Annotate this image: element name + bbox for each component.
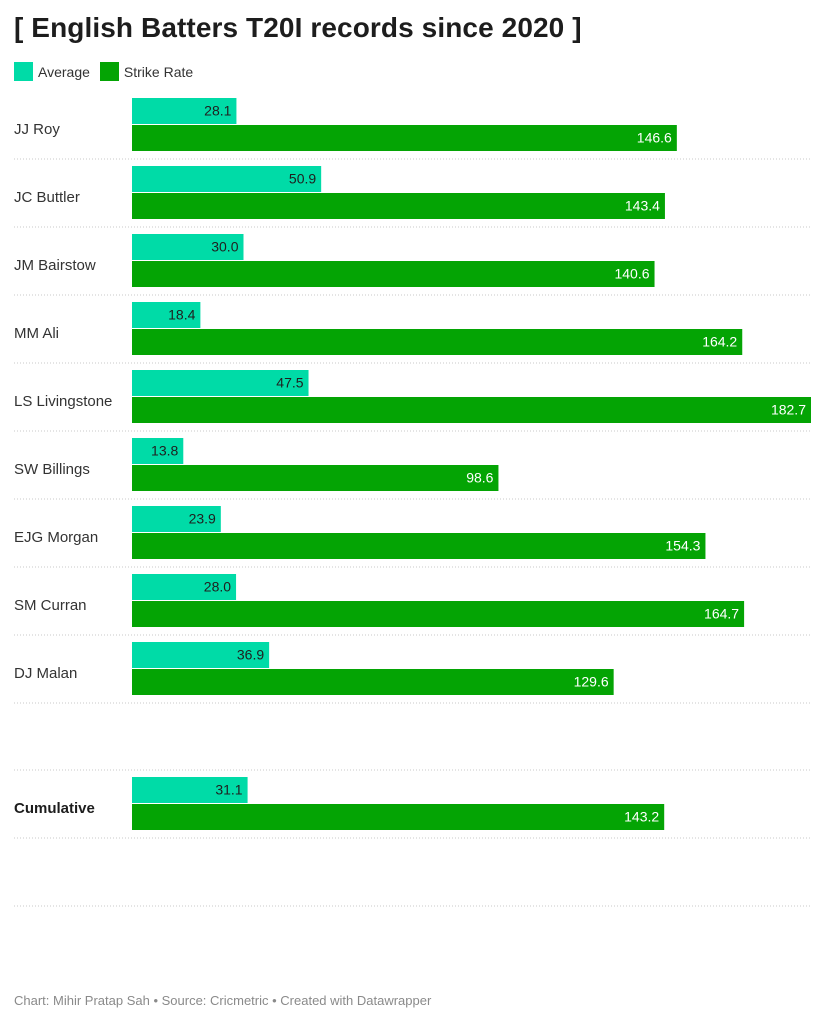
category-label-sw-billings: SW Billings (14, 461, 90, 478)
legend-item-average: Average (14, 62, 90, 81)
category-label-jc-buttler: JC Buttler (14, 189, 80, 206)
bar-average-sm-curran (132, 574, 237, 600)
bar-strike-rate-dj-malan (132, 669, 614, 695)
data-label-strike-rate-jc-buttler: 143.4 (625, 198, 660, 214)
data-label-average-ls-livingstone: 47.5 (276, 375, 303, 391)
legend-item-strike-rate: Strike Rate (99, 62, 194, 81)
data-label-average-dj-malan: 36.9 (237, 647, 264, 663)
category-label-cumulative: Cumulative (14, 800, 95, 817)
data-label-strike-rate-jm-bairstow: 140.6 (614, 266, 649, 282)
data-label-average-jc-buttler: 50.9 (289, 171, 316, 187)
bar-strike-rate-sw-billings (132, 465, 499, 491)
bar-average-cumulative (132, 777, 248, 803)
data-label-average-sw-billings: 13.8 (151, 443, 178, 459)
bar-strike-rate-jc-buttler (132, 193, 665, 219)
bar-strike-rate-ejg-morgan (132, 533, 706, 559)
chart-title: [ English Batters T20I records since 202… (14, 12, 582, 43)
data-label-average-mm-ali: 18.4 (168, 307, 195, 323)
bar-average-jm-bairstow (132, 234, 244, 260)
bar-average-mm-ali (132, 302, 201, 328)
bar-strike-rate-ls-livingstone (132, 397, 811, 423)
data-label-average-jm-bairstow: 30.0 (211, 239, 238, 255)
legend-label-average: Average (38, 63, 90, 80)
bar-strike-rate-sm-curran (132, 601, 745, 627)
data-label-average-jj-roy: 28.1 (204, 103, 231, 119)
bar-average-ls-livingstone (132, 370, 309, 396)
data-label-strike-rate-ejg-morgan: 154.3 (665, 538, 700, 554)
bar-strike-rate-cumulative (132, 804, 665, 830)
bar-average-sw-billings (132, 438, 184, 464)
bar-average-ejg-morgan (132, 506, 221, 532)
bar-average-dj-malan (132, 642, 270, 668)
data-label-strike-rate-mm-ali: 164.2 (702, 334, 737, 350)
bar-strike-rate-mm-ali (132, 329, 743, 355)
category-label-jm-bairstow: JM Bairstow (14, 257, 96, 274)
legend-swatch-strike-rate (99, 62, 119, 81)
data-label-strike-rate-sw-billings: 98.6 (466, 470, 493, 486)
data-label-average-ejg-morgan: 23.9 (189, 511, 216, 527)
chart-footer: Chart: Mihir Pratap Sah • Source: Cricme… (14, 993, 432, 1008)
data-label-strike-rate-sm-curran: 164.7 (704, 606, 739, 622)
data-label-strike-rate-ls-livingstone: 182.7 (771, 402, 806, 418)
category-label-dj-malan: DJ Malan (14, 665, 77, 682)
data-label-average-sm-curran: 28.0 (204, 579, 231, 595)
bar-strike-rate-jj-roy (132, 125, 677, 151)
category-label-ls-livingstone: LS Livingstone (14, 393, 112, 410)
legend: Average Strike Rate (14, 62, 203, 81)
data-label-average-cumulative: 31.1 (215, 782, 242, 798)
data-label-strike-rate-jj-roy: 146.6 (637, 130, 672, 146)
bar-average-jj-roy (132, 98, 237, 124)
bar-average-jc-buttler (132, 166, 322, 192)
category-label-jj-roy: JJ Roy (14, 121, 60, 138)
category-label-sm-curran: SM Curran (14, 597, 87, 614)
bar-strike-rate-jm-bairstow (132, 261, 655, 287)
data-label-strike-rate-cumulative: 143.2 (624, 809, 659, 825)
data-label-strike-rate-dj-malan: 129.6 (574, 674, 609, 690)
category-label-mm-ali: MM Ali (14, 325, 59, 342)
legend-swatch-average (14, 62, 33, 81)
legend-label-strike-rate: Strike Rate (123, 63, 194, 80)
category-label-ejg-morgan: EJG Morgan (14, 529, 98, 546)
